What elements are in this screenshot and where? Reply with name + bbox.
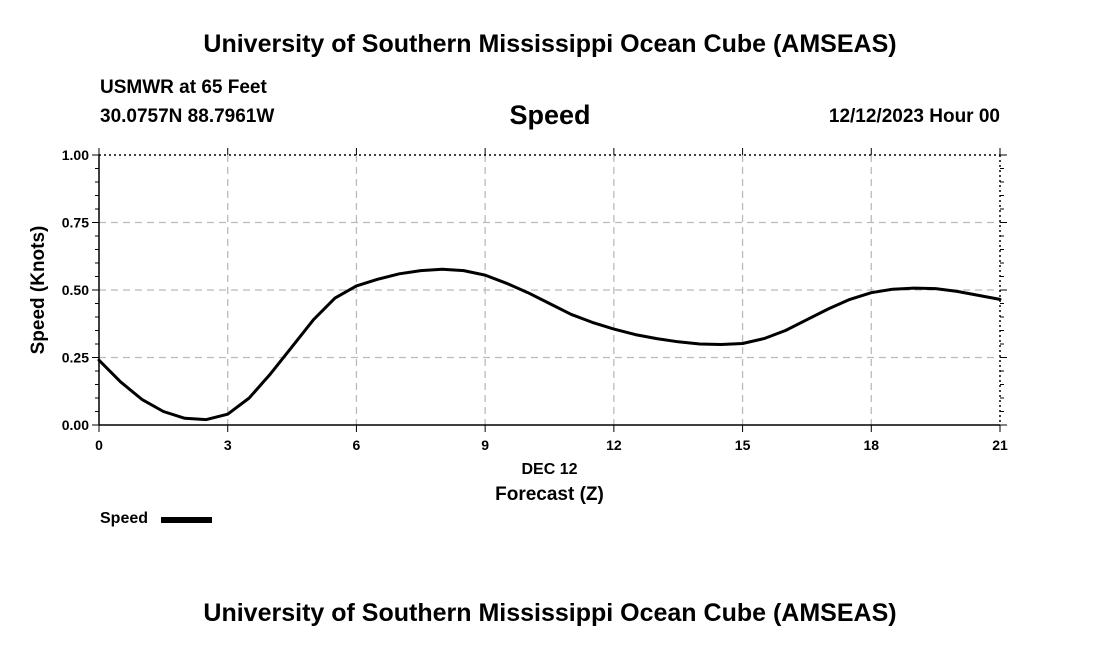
x-tick-label: 21 bbox=[992, 437, 1008, 453]
x-tick-label: 6 bbox=[353, 437, 361, 453]
chart-title: University of Southern Mississippi Ocean… bbox=[203, 30, 897, 58]
legend-label: Speed bbox=[100, 510, 149, 527]
y-tick-label: 0.00 bbox=[62, 417, 89, 433]
labels: 0.00 0.25 0.50 0.75 1.00 0 3 6 9 12 15 18 21 DEC 12 Fo… bbox=[28, 147, 1008, 505]
station-label: USMWR at 65 Feet bbox=[100, 77, 267, 98]
x-tick-label: 3 bbox=[224, 437, 232, 453]
legend-swatch bbox=[161, 517, 212, 523]
x-tick-label: 15 bbox=[735, 437, 751, 453]
y-tick-label: 1.00 bbox=[62, 147, 89, 163]
footer-title: University of Southern Mississippi Ocean… bbox=[203, 599, 897, 627]
grid bbox=[99, 155, 1000, 425]
series-line-speed bbox=[97, 267, 1002, 422]
y-tick-label: 0.25 bbox=[62, 350, 89, 366]
x-tick-label: 0 bbox=[95, 437, 103, 453]
y-axis-label: Speed (Knots) bbox=[28, 226, 49, 355]
y-tick-label: 0.75 bbox=[62, 215, 89, 231]
x-axis-sublabel: DEC 12 bbox=[521, 461, 577, 478]
x-tick-label: 18 bbox=[863, 437, 879, 453]
x-axis-label: Forecast (Z) bbox=[495, 484, 604, 505]
coordinates-label: 30.0757N 88.7961W bbox=[100, 106, 275, 127]
x-tick-label: 12 bbox=[606, 437, 622, 453]
y-tick-label: 0.50 bbox=[62, 282, 89, 298]
forecast-datetime: 12/12/2023 Hour 00 bbox=[828, 106, 1000, 127]
x-tick-label: 9 bbox=[481, 437, 489, 453]
variable-title: Speed bbox=[509, 100, 591, 130]
axes bbox=[92, 148, 1007, 432]
series-layer bbox=[97, 267, 1002, 422]
